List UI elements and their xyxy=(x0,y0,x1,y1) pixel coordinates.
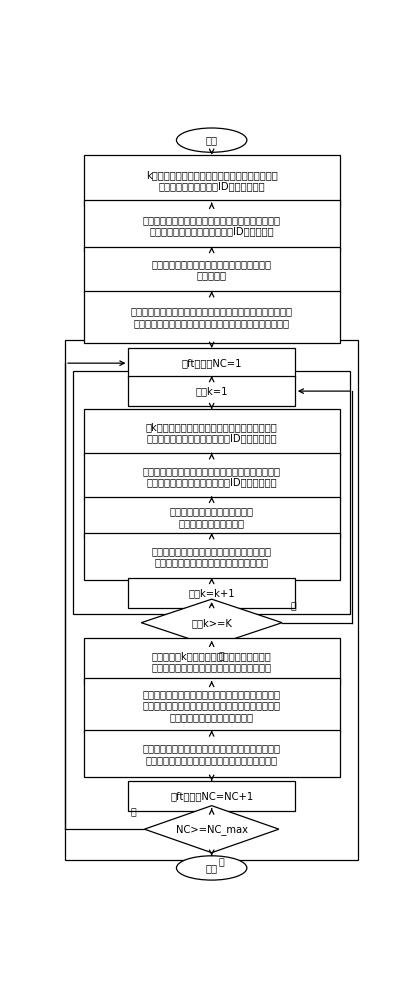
Bar xyxy=(83,200,339,251)
Bar xyxy=(128,376,295,406)
Bar xyxy=(83,533,339,580)
Bar xyxy=(83,678,339,733)
Text: 源节点收到k只后向蚂蚁后产生决策蚂蚁，并
计算每条路径的总传输速率，选出最优的路径: 源节点收到k只后向蚂蚁后产生决策蚂蚁，并 计算每条路径的总传输速率，选出最优的路… xyxy=(152,651,272,672)
Text: 后向蚂蚁使用贪婪算法进行节点发射功率和链
路速率分配: 后向蚂蚁使用贪婪算法进行节点发射功率和链 路速率分配 xyxy=(152,259,272,280)
Ellipse shape xyxy=(176,128,247,152)
Bar xyxy=(83,155,339,206)
Text: 蚂蚁k=k+1: 蚂蚁k=k+1 xyxy=(188,588,235,598)
Text: 后向蚂蚁沿着对应于前向蚂蚁的路径反向返回
源节点，并对路径上的信息素进行局部更新: 后向蚂蚁沿着对应于前向蚂蚁的路径反向返回 源节点，并对路径上的信息素进行局部更新 xyxy=(152,546,272,567)
Bar xyxy=(128,348,295,378)
Bar xyxy=(128,578,295,608)
Bar xyxy=(83,497,339,538)
Text: 决策蚂蚁使用粒子群算法对混合蚂群算法中的启发因
子、期望启发因子、局部信息素挥发因子和全局信息
素挥发因子四个参赛局进行调整: 决策蚂蚁使用粒子群算法对混合蚂群算法中的启发因 子、期望启发因子、局部信息素挥发… xyxy=(142,689,281,722)
Text: 否: 否 xyxy=(290,602,296,611)
Bar xyxy=(74,371,350,614)
Text: 目的节点接收到前向蚂蚁后产生后向蚂蚁，并携带对
应前向蚂蚁的信息以及中间节点ID和路径信息: 目的节点接收到前向蚂蚁后产生后向蚂蚁，并携带对 应前向蚂蚁的信息以及中间节点ID… xyxy=(142,215,281,236)
Bar xyxy=(83,247,339,292)
Bar xyxy=(83,730,339,777)
Text: 后向蚂蚁沿着对应于前向蚂蚁的路径反向返回源节点，并根据
节点发射功率和链路速率对路径上各链路的信息素进行更新: 后向蚂蚁沿着对应于前向蚂蚁的路径反向返回源节点，并根据 节点发射功率和链路速率对… xyxy=(131,306,293,328)
Bar xyxy=(83,453,339,500)
Bar xyxy=(83,638,339,685)
Text: 后向蚂蚁使用贪婪算法进行节点
发射功率和链路速率分配: 后向蚂蚁使用贪婪算法进行节点 发射功率和链路速率分配 xyxy=(170,506,254,528)
Text: 蚂蚁k=1: 蚂蚁k=1 xyxy=(195,386,228,396)
Text: 目的节点收到前向蚂蚁后产生后向蚂蚁，并携带对应
前向蚂蚁的信息以及中间节点的ID号和路径信息: 目的节点收到前向蚂蚁后产生后向蚂蚁，并携带对应 前向蚂蚁的信息以及中间节点的ID… xyxy=(142,466,281,487)
Text: k値前向蚂蚁从源节点出发初始化随机建立路由方
案，并记录经过节点的ID号和路径信息: k値前向蚂蚁从源节点出发初始化随机建立路由方 案，并记录经过节点的ID号和路径信… xyxy=(146,170,278,191)
Text: 否: 否 xyxy=(131,809,136,818)
Polygon shape xyxy=(141,599,282,646)
Text: NC>=NC_max: NC>=NC_max xyxy=(176,824,248,835)
Text: 迭ft代次数NC=1: 迭ft代次数NC=1 xyxy=(181,358,242,368)
Text: 第k只前向蚂蚁从源节点出发使用混合蚂群算法进
行路由发现，并记录经过节点的ID号和路径信息: 第k只前向蚂蚁从源节点出发使用混合蚂群算法进 行路由发现，并记录经过节点的ID号… xyxy=(146,422,278,444)
Bar xyxy=(83,291,339,343)
Polygon shape xyxy=(145,806,279,853)
Text: 迭ft代次数NC=NC+1: 迭ft代次数NC=NC+1 xyxy=(170,791,253,801)
Text: 决策蚂蚁按记录的路径信息向目的节点运动，并对路
径上的信息素进行全局更新，到达目的节点后消失: 决策蚂蚁按记录的路径信息向目的节点运动，并对路 径上的信息素进行全局更新，到达目… xyxy=(142,743,281,765)
Text: 开始: 开始 xyxy=(206,135,218,145)
Text: 是: 是 xyxy=(218,652,224,661)
Bar xyxy=(65,340,358,860)
Bar xyxy=(83,409,339,456)
Ellipse shape xyxy=(176,856,247,880)
Text: 蚂蚁k>=K: 蚂蚁k>=K xyxy=(191,618,232,628)
Bar xyxy=(128,781,295,811)
Text: 是: 是 xyxy=(218,859,224,868)
Text: 开始: 开始 xyxy=(206,863,218,873)
